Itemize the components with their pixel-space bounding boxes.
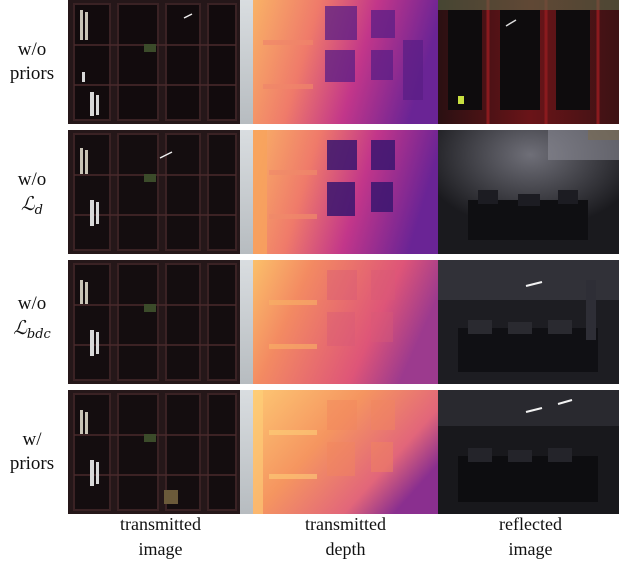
row-label-line1: w/o <box>17 39 47 60</box>
row-label-math: ℒbdc <box>0 316 64 347</box>
panel-reflected-image-r3 <box>438 260 619 384</box>
column-label-transmitted-depth: transmitted depth <box>253 512 438 562</box>
loss-subscript: bdc <box>26 327 51 342</box>
column-label-line1: transmitted <box>120 514 201 534</box>
loss-subscript: d <box>34 203 43 218</box>
column-label-line2: image <box>138 539 183 559</box>
row-label-line1: w/ <box>22 429 42 450</box>
loss-symbol: ℒ <box>20 193 35 215</box>
row-label-wo-ld: w/o ℒd <box>0 168 64 223</box>
panel-transmitted-depth-r1 <box>253 0 438 124</box>
panel-transmitted-depth-r4 <box>253 390 438 514</box>
panel-transmitted-image-r3 <box>68 260 253 384</box>
row-label-line2: priors <box>9 63 55 84</box>
loss-symbol: ℒ <box>13 317 27 339</box>
panel-transmitted-image-r4 <box>68 390 253 514</box>
column-label-line1: transmitted <box>305 514 386 534</box>
panel-reflected-image-r4 <box>438 390 619 514</box>
row-label-line2: priors <box>9 453 55 474</box>
panel-reflected-image-r1 <box>438 0 619 124</box>
column-label-reflected-image: reflected image <box>438 512 619 562</box>
panel-reflected-image-r2 <box>438 130 619 254</box>
row-label-line1: w/o <box>17 169 47 190</box>
column-label-line2: image <box>508 539 553 559</box>
column-label-transmitted-image: transmitted image <box>68 512 253 562</box>
row-label-w-priors: w/ priors <box>0 428 64 476</box>
panel-transmitted-depth-r3 <box>253 260 438 384</box>
panel-transmitted-image-r1 <box>68 0 253 124</box>
row-label-wo-lbdc: w/o ℒbdc <box>0 292 64 347</box>
panel-transmitted-depth-r2 <box>253 130 438 254</box>
row-label-line1: w/o <box>17 293 47 314</box>
panel-transmitted-image-r2 <box>68 130 253 254</box>
column-label-line1: reflected <box>499 514 562 534</box>
row-label-wo-priors: w/o priors <box>0 38 64 86</box>
row-label-math: ℒd <box>0 192 64 223</box>
column-label-line2: depth <box>325 539 366 559</box>
